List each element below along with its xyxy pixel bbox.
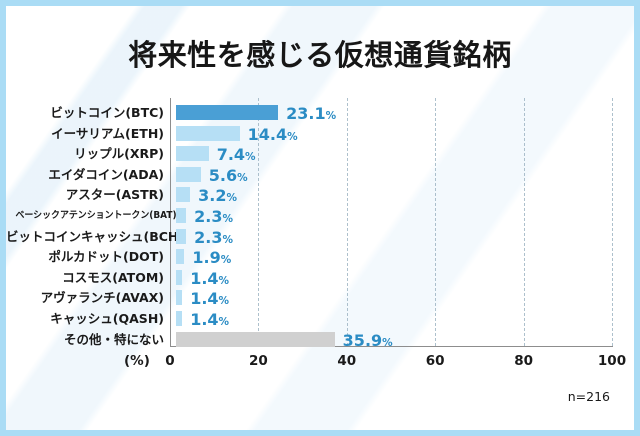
bar-row: リップル(XRP) 7.4% (6, 143, 634, 165)
gridline-100 (612, 98, 613, 346)
bar-row: イーサリアム(ETH) 14.4% (6, 123, 634, 145)
bar (176, 331, 335, 347)
bar (176, 228, 187, 244)
bar-row: その他・特にない 35.9% (6, 329, 634, 351)
category-label: アスター(ASTR) (65, 187, 164, 203)
percent-sign: % (222, 213, 234, 225)
bar-row: キャッシュ(QASH) 1.4% (6, 308, 634, 330)
gridline-60 (435, 98, 437, 346)
category-label: ビットコイン(BTC) (50, 105, 164, 120)
bar-value-label: 2.3% (194, 207, 234, 226)
bar (176, 208, 187, 223)
bar-row: ビットコインキャッシュ(BCH) 2.3% (6, 226, 634, 248)
percent-sign: % (218, 274, 230, 287)
bar-value-label: 2.3% (194, 227, 234, 247)
percent-sign: % (226, 192, 238, 205)
category-label: イーサリアム(ETH) (51, 125, 164, 141)
chart-card: 将来性を感じる仮想通貨銘柄 ビットコイン(BTC) 23.1% イーサリアム(ETH… (6, 6, 634, 430)
gridline-20 (258, 98, 260, 346)
percent-sign: % (287, 130, 298, 143)
category-label: リップル(XRP) (74, 146, 164, 162)
bar-row: アヴァランチ(AVAX) 1.4% (6, 287, 634, 309)
x-tick-label-20: 20 (248, 353, 268, 369)
percent-sign: % (222, 233, 234, 246)
sample-size-note: n=216 (567, 389, 610, 404)
plot-area (170, 98, 613, 346)
bar-value-label: 5.6% (208, 165, 248, 185)
percent-sign: % (218, 295, 230, 308)
x-axis-line (170, 346, 613, 347)
bar (176, 269, 183, 285)
bar (176, 290, 183, 306)
bar (176, 125, 240, 141)
x-tick-label-0: 0 (165, 353, 175, 369)
bar-value-label: 35.9% (342, 330, 393, 350)
category-label: ビットコインキャッシュ(BCH) (6, 228, 185, 244)
bar-value-label: 1.4% (190, 310, 230, 329)
percent-sign: % (245, 151, 256, 164)
bar-value-label: 1.4% (190, 268, 230, 288)
bar-value-label: 23.1% (286, 104, 337, 123)
x-tick-label-100: 100 (597, 353, 627, 369)
bar-value-label: 3.2% (198, 186, 238, 206)
percent-sign: % (220, 254, 232, 267)
bar-value-label: 7.4% (216, 145, 256, 165)
x-tick-label-60: 60 (425, 353, 445, 369)
bar-value-label: 1.9% (192, 248, 232, 268)
x-tick-label-80: 80 (514, 353, 533, 369)
bar-value-label: 14.4% (247, 124, 298, 144)
x-tick-label-40: 40 (337, 353, 357, 369)
category-label: その他・特にない (63, 331, 164, 347)
gridline-0 (170, 98, 171, 346)
bar (176, 187, 191, 203)
percent-sign: % (325, 110, 337, 122)
bar (176, 146, 209, 162)
bar (176, 249, 185, 265)
category-label: エイダコイン(ADA) (48, 166, 164, 182)
category-label: キャッシュ(QASH) (50, 311, 164, 326)
bar-row: ベーシックアテンショントークン(BAT) 2.3% (6, 205, 634, 227)
category-label: ポルカドット(DOT) (48, 249, 164, 265)
gridline-40 (346, 98, 348, 346)
bar (176, 166, 201, 182)
bar-row: アスター(ASTR) 3.2% (6, 184, 634, 206)
bar (176, 311, 183, 326)
gridline-80 (523, 98, 525, 346)
bar-row: エイダコイン(ADA) 5.6% (6, 164, 634, 186)
page-title: 将来性を感じる仮想通貨銘柄 (128, 38, 512, 72)
bar-row: ビットコイン(BTC) 23.1% (6, 102, 634, 124)
bar-row: ポルカドット(DOT) 1.9% (6, 246, 634, 268)
percent-sign: % (382, 336, 393, 349)
bar (176, 105, 279, 120)
category-label: コスモス(ATOM) (62, 269, 164, 285)
category-label: ベーシックアテンショントークン(BAT) (15, 210, 177, 221)
bar-row: コスモス(ATOM) 1.4% (6, 267, 634, 289)
percent-sign: % (237, 171, 248, 184)
category-label: アヴァランチ(AVAX) (40, 290, 164, 306)
percent-sign: % (218, 316, 230, 328)
x-axis-unit-label: (%) (124, 353, 150, 369)
bar-value-label: 1.4% (190, 289, 230, 309)
